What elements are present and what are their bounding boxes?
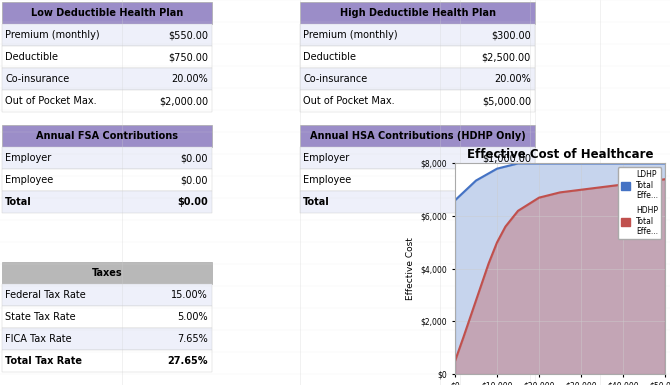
Bar (2, 2, 212, 24)
Bar (2, 306, 212, 328)
Text: High Deductible Health Plan: High Deductible Health Plan (340, 8, 496, 18)
Text: Employee: Employee (5, 175, 53, 185)
Text: 5.00%: 5.00% (178, 311, 208, 321)
Text: 20.00%: 20.00% (494, 74, 531, 84)
Text: Co-insurance: Co-insurance (303, 74, 367, 84)
Text: $2,000.00: $2,000.00 (159, 96, 208, 106)
Text: Employee: Employee (303, 175, 351, 185)
Bar (300, 46, 535, 68)
Bar (300, 68, 535, 90)
Y-axis label: Effective Cost: Effective Cost (406, 237, 415, 300)
Text: $2,500.00: $2,500.00 (482, 52, 531, 62)
Text: $0.00: $0.00 (178, 197, 208, 207)
Text: State Tax Rate: State Tax Rate (5, 311, 76, 321)
Text: 15.00%: 15.00% (172, 290, 208, 300)
Text: Annual FSA Contributions: Annual FSA Contributions (36, 131, 178, 141)
Bar (2, 328, 212, 350)
Text: $0.00: $0.00 (180, 175, 208, 185)
Text: Total Tax Rate: Total Tax Rate (5, 356, 82, 366)
Text: Federal Tax Rate: Federal Tax Rate (5, 290, 86, 300)
Text: 7.65%: 7.65% (178, 333, 208, 343)
Text: $3,400.00: $3,400.00 (476, 197, 531, 207)
Text: $750.00: $750.00 (168, 52, 208, 62)
Text: FICA Tax Rate: FICA Tax Rate (5, 333, 72, 343)
Text: Premium (monthly): Premium (monthly) (303, 30, 397, 40)
Text: $0.00: $0.00 (180, 153, 208, 163)
Bar (300, 147, 535, 169)
Bar (2, 284, 212, 306)
Text: $5,000.00: $5,000.00 (482, 96, 531, 106)
Text: Total: Total (303, 197, 330, 207)
Bar (300, 169, 535, 191)
Text: Total: Total (5, 197, 31, 207)
Bar (2, 68, 212, 90)
Text: 20.00%: 20.00% (172, 74, 208, 84)
Text: 27.65%: 27.65% (168, 356, 208, 366)
Text: Annual HSA Contributions (HDHP Only): Annual HSA Contributions (HDHP Only) (310, 131, 525, 141)
Text: Out of Pocket Max.: Out of Pocket Max. (5, 96, 96, 106)
Text: $550.00: $550.00 (168, 30, 208, 40)
Bar (300, 2, 535, 24)
Title: Effective Cost of Healthcare: Effective Cost of Healthcare (467, 148, 653, 161)
Bar (2, 261, 212, 284)
Bar (2, 169, 212, 191)
Text: Out of Pocket Max.: Out of Pocket Max. (303, 96, 395, 106)
Bar (2, 46, 212, 68)
Text: Employer: Employer (5, 153, 51, 163)
Bar (2, 350, 212, 372)
Bar (300, 24, 535, 46)
Bar (2, 147, 212, 169)
Text: $300.00: $300.00 (491, 30, 531, 40)
Bar (2, 125, 212, 147)
Bar (2, 90, 212, 112)
Bar (2, 24, 212, 46)
Text: Taxes: Taxes (92, 268, 123, 278)
Text: $1,000.00: $1,000.00 (482, 153, 531, 163)
Text: Deductible: Deductible (5, 52, 58, 62)
Text: Low Deductible Health Plan: Low Deductible Health Plan (31, 8, 183, 18)
Text: $2,400.00: $2,400.00 (482, 175, 531, 185)
Bar (2, 191, 212, 213)
Legend: LDHP
Total
Effe..., HDHP
Total
Effe...: LDHP Total Effe..., HDHP Total Effe... (618, 167, 661, 239)
Text: Employer: Employer (303, 153, 349, 163)
Text: Co-insurance: Co-insurance (5, 74, 69, 84)
Text: Premium (monthly): Premium (monthly) (5, 30, 100, 40)
Bar (300, 90, 535, 112)
Bar (300, 125, 535, 147)
Text: Deductible: Deductible (303, 52, 356, 62)
Bar (300, 191, 535, 213)
